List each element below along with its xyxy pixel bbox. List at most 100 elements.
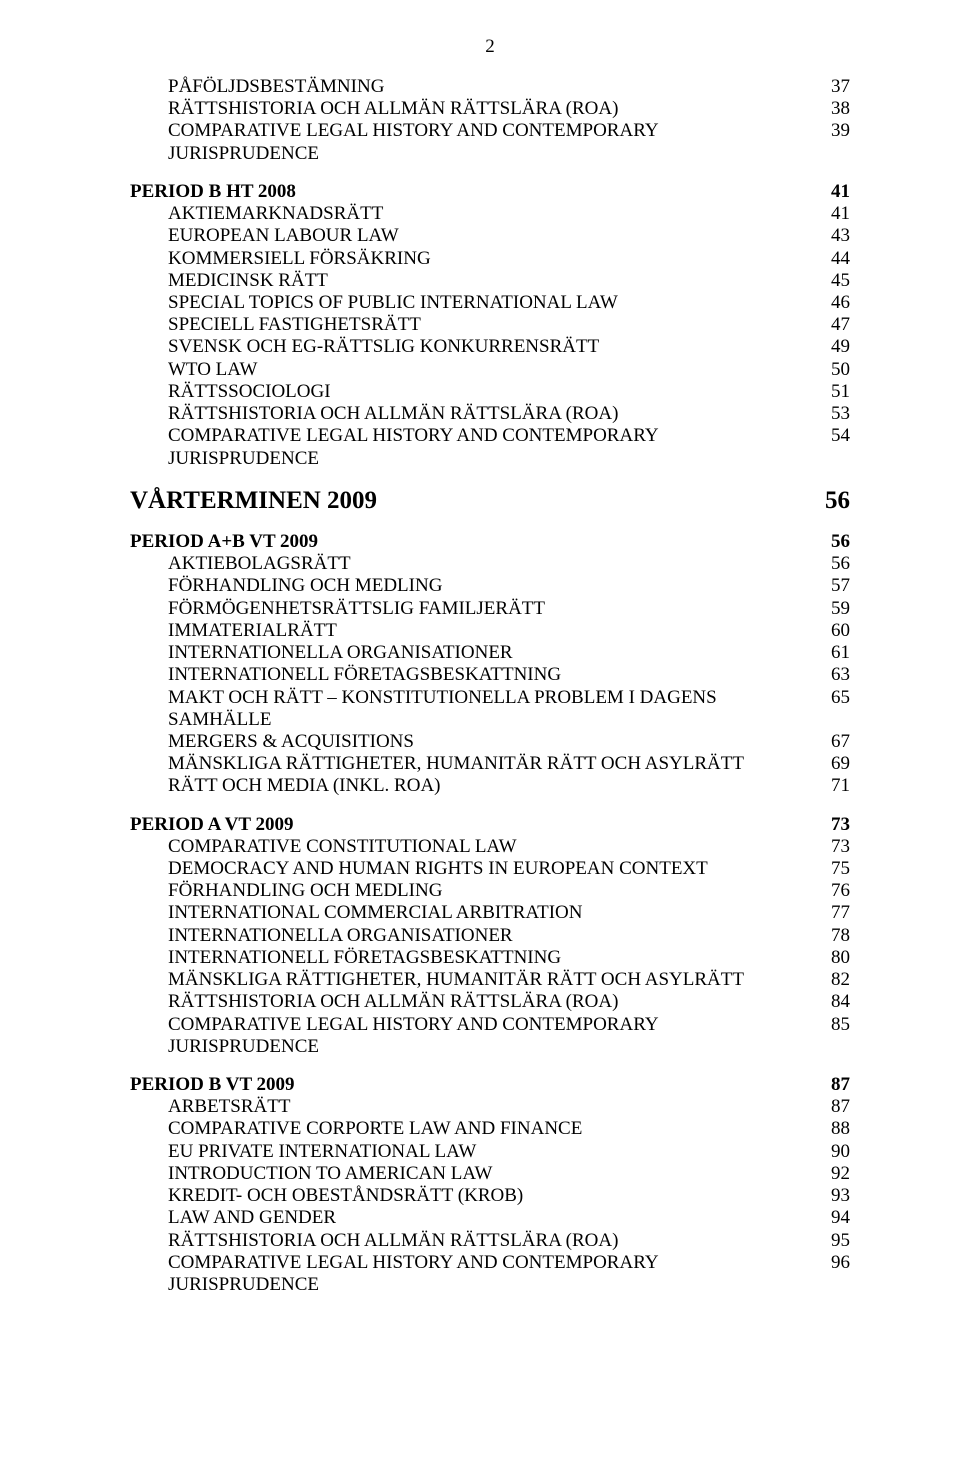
toc-entry: PERIOD B HT 200841 (130, 181, 850, 203)
toc-entry: RÄTTSHISTORIA OCH ALLMÄN RÄTTSLÄRA (ROA)… (130, 98, 850, 120)
toc-entry-page: 95 (820, 1230, 850, 1252)
toc-entry-label: INTERNATIONAL COMMERCIAL ARBITRATION (168, 902, 820, 924)
toc-entry-page: 56 (820, 486, 850, 515)
toc-entry-label: RÄTTSHISTORIA OCH ALLMÄN RÄTTSLÄRA (ROA) (168, 403, 820, 425)
toc-entry-page: 39 (820, 120, 850, 142)
toc-entry-label: EU PRIVATE INTERNATIONAL LAW (168, 1141, 820, 1163)
toc-entry-page: 82 (820, 969, 850, 991)
toc-entry-label: IMMATERIALRÄTT (168, 620, 820, 642)
toc-entry-label: EUROPEAN LABOUR LAW (168, 225, 820, 247)
toc-entry-label: MÄNSKLIGA RÄTTIGHETER, HUMANITÄR RÄTT OC… (168, 753, 820, 775)
toc-entry-label: SPECIELL FASTIGHETSRÄTT (168, 314, 820, 336)
toc-entry-page: 53 (820, 403, 850, 425)
toc-entry: WTO LAW50 (130, 359, 850, 381)
toc-entry: COMPARATIVE LEGAL HISTORY AND CONTEMPORA… (130, 1252, 850, 1296)
toc-entry: SVENSK OCH EG-RÄTTSLIG KONKURRENSRÄTT49 (130, 336, 850, 358)
toc-entry: FÖRHANDLING OCH MEDLING76 (130, 880, 850, 902)
toc-entry: IMMATERIALRÄTT60 (130, 620, 850, 642)
toc-entry-label: KREDIT- OCH OBESTÅNDSRÄTT (KROB) (168, 1185, 820, 1207)
toc-entry-page: 84 (820, 991, 850, 1013)
toc-entry-label: INTERNATIONELLA ORGANISATIONER (168, 642, 820, 664)
toc-entry-page: 60 (820, 620, 850, 642)
toc-entry-label: COMPARATIVE CONSTITUTIONAL LAW (168, 836, 820, 858)
toc-entry: PERIOD A VT 200973 (130, 814, 850, 836)
toc-entry-label: FÖRHANDLING OCH MEDLING (168, 575, 820, 597)
toc-entry-label: COMPARATIVE LEGAL HISTORY AND CONTEMPORA… (168, 1014, 820, 1058)
toc-entry-label: RÄTTSHISTORIA OCH ALLMÄN RÄTTSLÄRA (ROA) (168, 98, 820, 120)
toc-entry: RÄTTSSOCIOLOGI51 (130, 381, 850, 403)
toc-entry-page: 43 (820, 225, 850, 247)
toc-entry: INTERNATIONELLA ORGANISATIONER61 (130, 642, 850, 664)
toc-entry-label: VÅRTERMINEN 2009 (130, 486, 820, 515)
toc-entry-page: 51 (820, 381, 850, 403)
toc-entry-label: COMPARATIVE CORPORTE LAW AND FINANCE (168, 1118, 820, 1140)
toc-entry-page: 63 (820, 664, 850, 686)
toc-entry: COMPARATIVE LEGAL HISTORY AND CONTEMPORA… (130, 120, 850, 164)
toc-entry-label: RÄTT OCH MEDIA (INKL. ROA) (168, 775, 820, 797)
toc-entry: MERGERS & ACQUISITIONS67 (130, 731, 850, 753)
toc-entry: COMPARATIVE CONSTITUTIONAL LAW73 (130, 836, 850, 858)
toc-entry-page: 65 (820, 687, 850, 709)
toc-entry: MEDICINSK RÄTT45 (130, 270, 850, 292)
toc-entry-label: MÄNSKLIGA RÄTTIGHETER, HUMANITÄR RÄTT OC… (168, 969, 820, 991)
toc-entry-label: INTERNATIONELL FÖRETAGSBESKATTNING (168, 664, 820, 686)
document-page: 2 PÅFÖLJDSBESTÄMNING37RÄTTSHISTORIA OCH … (0, 0, 960, 1469)
toc-entry-page: 57 (820, 575, 850, 597)
toc-entry: PERIOD B VT 200987 (130, 1074, 850, 1096)
toc-entry-label: MERGERS & ACQUISITIONS (168, 731, 820, 753)
toc-entry: INTERNATIONAL COMMERCIAL ARBITRATION77 (130, 902, 850, 924)
toc-entry-label: INTERNATIONELLA ORGANISATIONER (168, 925, 820, 947)
toc-entry-label: FÖRMÖGENHETSRÄTTSLIG FAMILJERÄTT (168, 598, 820, 620)
toc-entry: PÅFÖLJDSBESTÄMNING37 (130, 76, 850, 98)
toc-entry-page: 49 (820, 336, 850, 358)
toc-entry: MÄNSKLIGA RÄTTIGHETER, HUMANITÄR RÄTT OC… (130, 969, 850, 991)
toc-entry-page: 46 (820, 292, 850, 314)
toc-entry-page: 94 (820, 1207, 850, 1229)
toc-entry: MAKT OCH RÄTT – KONSTITUTIONELLA PROBLEM… (130, 687, 850, 731)
toc-entry-page: 92 (820, 1163, 850, 1185)
toc-entry-page: 90 (820, 1141, 850, 1163)
toc-entry-label: FÖRHANDLING OCH MEDLING (168, 880, 820, 902)
toc-entry-page: 87 (820, 1096, 850, 1118)
toc-entry: INTERNATIONELLA ORGANISATIONER78 (130, 925, 850, 947)
toc-entry-page: 88 (820, 1118, 850, 1140)
toc-entry: RÄTTSHISTORIA OCH ALLMÄN RÄTTSLÄRA (ROA)… (130, 403, 850, 425)
toc-entry-label: MEDICINSK RÄTT (168, 270, 820, 292)
toc-entry-label: INTERNATIONELL FÖRETAGSBESKATTNING (168, 947, 820, 969)
toc-entry-page: 45 (820, 270, 850, 292)
toc-entry-page: 76 (820, 880, 850, 902)
toc-entry-label: AKTIEMARKNADSRÄTT (168, 203, 820, 225)
toc-entry-label: PERIOD B HT 2008 (130, 181, 820, 203)
toc-entry: AKTIEMARKNADSRÄTT41 (130, 203, 850, 225)
toc-entry-label: WTO LAW (168, 359, 820, 381)
toc-entry: EUROPEAN LABOUR LAW43 (130, 225, 850, 247)
toc-entry-label: SPECIAL TOPICS OF PUBLIC INTERNATIONAL L… (168, 292, 820, 314)
toc-entry-page: 77 (820, 902, 850, 924)
toc-entry: RÄTTSHISTORIA OCH ALLMÄN RÄTTSLÄRA (ROA)… (130, 1230, 850, 1252)
toc-entry-page: 56 (820, 553, 850, 575)
toc-entry-label: PÅFÖLJDSBESTÄMNING (168, 76, 820, 98)
toc-entry: SPECIELL FASTIGHETSRÄTT47 (130, 314, 850, 336)
toc-entry-page: 71 (820, 775, 850, 797)
toc-entry-page: 44 (820, 248, 850, 270)
toc-entry-label: AKTIEBOLAGSRÄTT (168, 553, 820, 575)
toc-entry-page: 67 (820, 731, 850, 753)
toc-entry-page: 56 (820, 531, 850, 553)
toc-entry-label: SVENSK OCH EG-RÄTTSLIG KONKURRENSRÄTT (168, 336, 820, 358)
toc-entry-label: RÄTTSHISTORIA OCH ALLMÄN RÄTTSLÄRA (ROA) (168, 991, 820, 1013)
toc-entry-page: 73 (820, 814, 850, 836)
toc-entry: KOMMERSIELL FÖRSÄKRING44 (130, 248, 850, 270)
toc-entry-page: 73 (820, 836, 850, 858)
toc-entry-page: 38 (820, 98, 850, 120)
toc-entry: COMPARATIVE LEGAL HISTORY AND CONTEMPORA… (130, 1014, 850, 1058)
toc-entry-label: LAW AND GENDER (168, 1207, 820, 1229)
toc-entry-page: 93 (820, 1185, 850, 1207)
toc-entry-label: COMPARATIVE LEGAL HISTORY AND CONTEMPORA… (168, 120, 820, 164)
toc-entry-page: 85 (820, 1014, 850, 1036)
toc-entry: ARBETSRÄTT87 (130, 1096, 850, 1118)
toc-entry: COMPARATIVE LEGAL HISTORY AND CONTEMPORA… (130, 425, 850, 469)
toc-entry-label: RÄTTSSOCIOLOGI (168, 381, 820, 403)
toc-entry-page: 87 (820, 1074, 850, 1096)
toc-entry: SPECIAL TOPICS OF PUBLIC INTERNATIONAL L… (130, 292, 850, 314)
toc-entry: PERIOD A+B VT 200956 (130, 531, 850, 553)
